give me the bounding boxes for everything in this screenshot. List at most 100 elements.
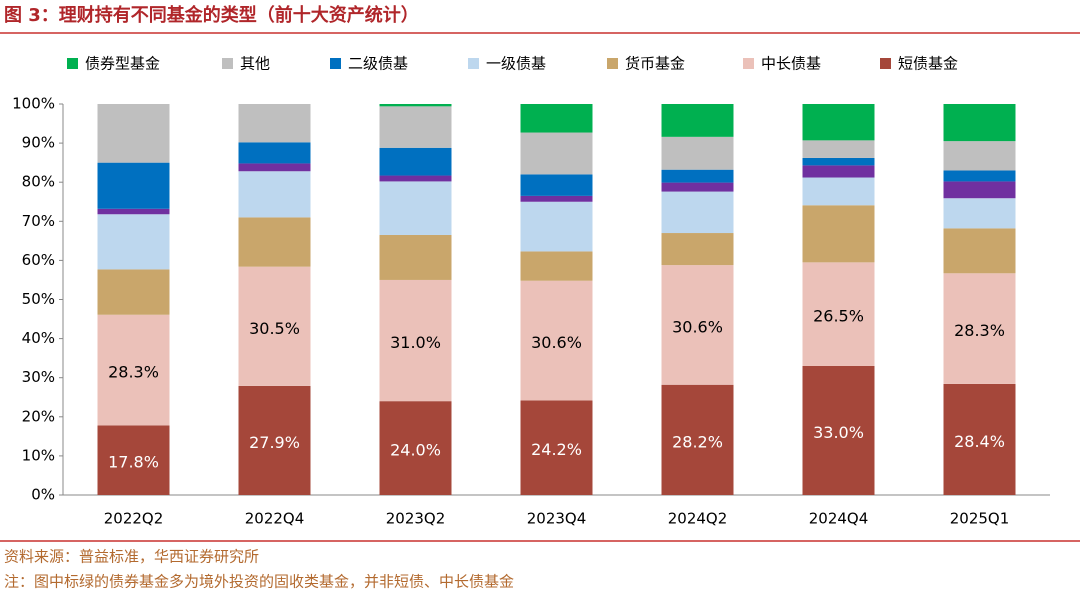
x-tick-label: 2023Q2 (386, 510, 446, 528)
bar-segment (97, 104, 170, 163)
bar-segment (379, 147, 452, 176)
bar-segment (238, 104, 311, 143)
y-tick-label: 30% (22, 368, 55, 386)
chart-title: 图 3：理财持有不同基金的类型（前十大资产统计） (4, 4, 419, 26)
bar-segment (520, 104, 593, 133)
legend-swatch (330, 58, 341, 69)
legend-label: 其他 (240, 55, 270, 73)
bar-segment (802, 104, 875, 141)
bar-segment (802, 157, 875, 166)
note: 注：图中标绿的债券基金多为境外投资的固收类基金，并非短债、中长债基金 (4, 573, 514, 591)
bar-segment (238, 163, 311, 172)
x-tick-label: 2025Q1 (950, 510, 1010, 528)
y-tick-label: 0% (31, 486, 55, 504)
legend-swatch (743, 58, 754, 69)
x-tick-label: 2023Q4 (527, 510, 587, 528)
data-label: 27.9% (249, 433, 300, 452)
x-tick-label: 2024Q4 (809, 510, 869, 528)
legend-swatch (607, 58, 618, 69)
legend-swatch (880, 58, 891, 69)
source: 资料来源：普益标准，华西证券研究所 (4, 548, 259, 566)
bar-segment (520, 201, 593, 252)
y-tick-label: 20% (22, 407, 55, 425)
y-tick-label: 100% (12, 95, 55, 113)
bar-segment (238, 385, 311, 495)
bar-segment (661, 182, 734, 192)
data-label: 30.6% (531, 333, 582, 352)
bar-segment (802, 177, 875, 206)
bar-segment (661, 104, 734, 137)
data-label: 17.8% (108, 453, 159, 472)
legend-label: 短债基金 (898, 55, 958, 73)
bar-segment (661, 384, 734, 495)
bar-segment (943, 170, 1016, 182)
bar-segment (379, 175, 452, 182)
bar-segment (238, 217, 311, 267)
bar-segment (379, 104, 452, 107)
bar-segment (943, 273, 1016, 384)
x-tick-label: 2022Q2 (104, 510, 164, 528)
bar-segment (238, 142, 311, 164)
bar-segment (520, 195, 593, 202)
data-label: 24.2% (531, 440, 582, 459)
bar-segment (97, 208, 170, 215)
bar-segment (379, 181, 452, 235)
legend-label: 货币基金 (625, 55, 685, 73)
bar-segment (943, 104, 1016, 142)
legend-swatch (468, 58, 479, 69)
bar-segment (661, 169, 734, 183)
data-label: 31.0% (390, 333, 441, 352)
y-tick-label: 80% (22, 173, 55, 191)
bar-segment (802, 262, 875, 366)
bar-segment (97, 314, 170, 426)
bar-segment (943, 181, 1016, 199)
data-label: 28.2% (672, 432, 723, 451)
bar-segment (97, 162, 170, 209)
bar-segment (379, 106, 452, 148)
legend-swatch (67, 58, 78, 69)
data-label: 26.5% (813, 307, 864, 326)
data-label: 30.6% (672, 317, 723, 336)
data-label: 24.0% (390, 441, 441, 460)
bar-segment (802, 365, 875, 495)
bar-segment (802, 205, 875, 263)
bar-segment (379, 401, 452, 495)
x-tick-label: 2024Q2 (668, 510, 728, 528)
bar-segment (661, 136, 734, 170)
data-label: 28.3% (108, 363, 159, 382)
bar-segment (379, 234, 452, 280)
data-label: 33.0% (813, 423, 864, 442)
legend-swatch (222, 58, 233, 69)
legend-label: 债券型基金 (85, 55, 160, 73)
y-tick-label: 50% (22, 290, 55, 308)
x-tick-label: 2022Q4 (245, 510, 305, 528)
bar-segment (97, 269, 170, 315)
data-label: 28.4% (954, 432, 1005, 451)
bar-segment (520, 251, 593, 281)
bar-segment (943, 383, 1016, 495)
bar-segment (520, 132, 593, 175)
y-tick-label: 70% (22, 212, 55, 230)
bar-segment (97, 425, 170, 495)
legend-label: 中长债基 (761, 55, 821, 73)
bar-segment (943, 198, 1016, 229)
bar-segment (661, 233, 734, 266)
bar-segment (520, 400, 593, 495)
legend-label: 二级债基 (348, 55, 408, 73)
bar-segment (802, 140, 875, 158)
bar-segment (661, 191, 734, 234)
y-tick-label: 10% (22, 446, 55, 464)
bar-segment (520, 280, 593, 401)
bar-segment (238, 171, 311, 218)
bar-segment (520, 174, 593, 196)
bar-segment (661, 265, 734, 385)
bar-segment (379, 279, 452, 402)
bar-segment (943, 228, 1016, 274)
legend-label: 一级债基 (486, 55, 546, 73)
bar-segment (238, 266, 311, 386)
bar-segment (802, 165, 875, 178)
bar-segment (943, 141, 1016, 171)
bar-segment (97, 214, 170, 270)
data-label: 30.5% (249, 319, 300, 338)
